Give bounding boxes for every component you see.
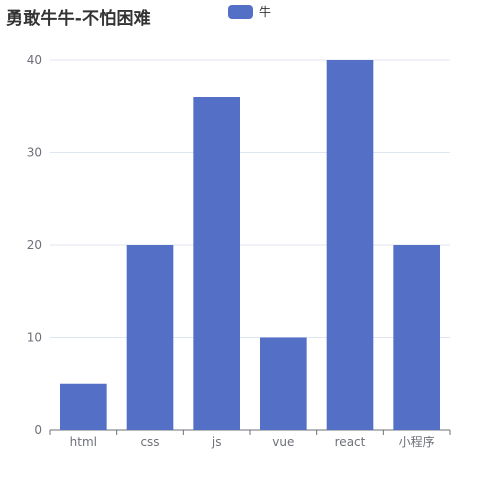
x-tick-label: js — [211, 435, 222, 449]
y-tick-label: 10 — [27, 331, 42, 345]
bar — [393, 245, 440, 430]
y-tick-label: 30 — [27, 146, 42, 160]
y-tick-label: 0 — [34, 423, 42, 437]
x-tick-label: react — [335, 435, 366, 449]
bar — [326, 60, 374, 430]
x-tick-label: html — [70, 435, 97, 449]
x-tick-label: 小程序 — [399, 434, 435, 449]
x-tick-label: vue — [272, 435, 294, 449]
legend-label: 牛 — [259, 5, 272, 19]
chart-title: 勇敢牛牛-不怕困难 — [6, 9, 151, 29]
y-tick-label: 40 — [27, 53, 42, 67]
legend[interactable]: 牛 — [228, 3, 271, 20]
bar — [126, 245, 174, 430]
x-tick-label: css — [140, 435, 159, 449]
y-tick-label: 20 — [27, 238, 42, 252]
bar — [260, 337, 307, 430]
legend-swatch — [228, 4, 253, 19]
bar — [193, 97, 240, 430]
bar — [60, 383, 107, 430]
